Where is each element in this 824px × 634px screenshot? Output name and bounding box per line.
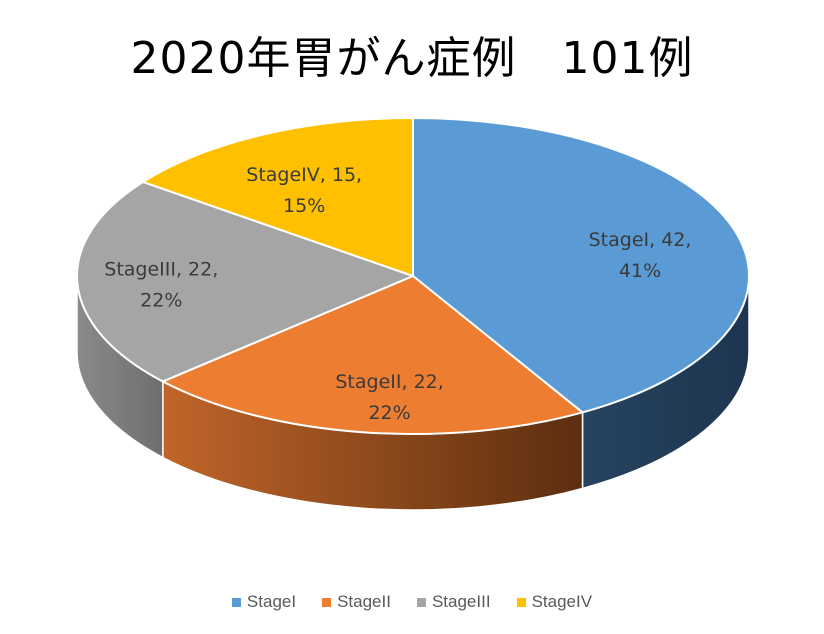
legend-swatch	[516, 597, 526, 607]
pie-sides	[76, 275, 750, 511]
legend-label: StageIII	[431, 592, 491, 611]
legend-label: StageII	[337, 592, 391, 611]
stage-ii-label: StageII, 22, 22%	[335, 371, 443, 424]
stage-iii-slice[interactable]	[76, 180, 414, 383]
legend-label: StageI	[246, 592, 297, 611]
stage-iv-label: StageIV, 15, 15%	[246, 164, 362, 217]
legend-label: StageIV	[531, 592, 593, 611]
legend-item-stage-iii[interactable]: StageIII	[416, 592, 491, 612]
chart-title: 2020年胃がん症例 101例	[130, 33, 694, 84]
stage-iii-label: StageIII, 22, 22%	[104, 259, 218, 312]
legend-swatch	[231, 597, 241, 607]
legend: StageI StageII StageIII StageIV	[0, 592, 824, 612]
legend-item-stage-iv[interactable]: StageIV	[516, 592, 593, 612]
legend-item-stage-ii[interactable]: StageII	[322, 592, 391, 612]
stage-iv-slice[interactable]	[142, 117, 414, 277]
stage-i-label: StageI, 42, 41%	[589, 229, 692, 282]
legend-swatch	[322, 597, 332, 607]
pie-labels: StageI, 42, 41% StageII, 22, 22% StageIII, 2…	[104, 164, 691, 424]
legend-swatch	[416, 597, 426, 607]
pie-tops	[76, 117, 750, 436]
legend-item-stage-i[interactable]: StageI	[231, 592, 297, 612]
stage-ii-slice[interactable]	[161, 275, 584, 436]
stage-i-slice[interactable]	[412, 117, 750, 414]
